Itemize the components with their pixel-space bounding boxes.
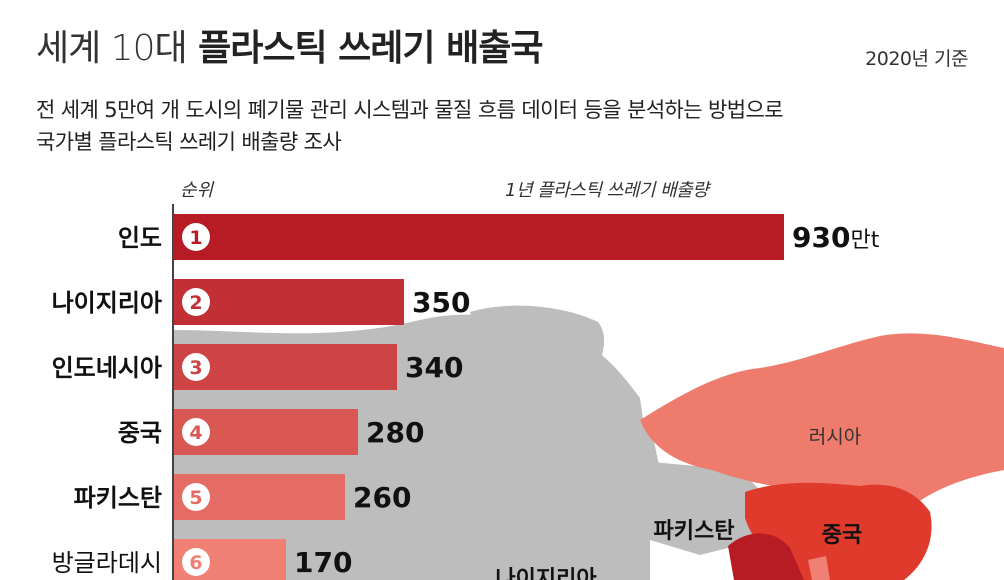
- value-label: 350: [412, 286, 470, 319]
- map-india: [728, 533, 804, 580]
- country-label: 인도: [118, 224, 162, 252]
- country-label: 나이지리아: [52, 289, 162, 317]
- subtitle-line-1: 전 세계 5만여 개 도시의 폐기물 관리 시스템과 물질 흐름 데이터 등을 …: [36, 98, 784, 122]
- value-label: 280: [366, 416, 424, 449]
- map-bangladesh: [808, 556, 830, 580]
- map-greenland: [470, 305, 605, 397]
- rank-number: 1: [189, 227, 202, 249]
- rank-number: 4: [189, 422, 202, 444]
- value-label: 260: [353, 481, 411, 514]
- country-label: 중국: [118, 419, 162, 447]
- country-label: 인도네시아: [52, 354, 162, 382]
- title-bold: 플라스틱 쓰레기 배출국: [198, 28, 543, 69]
- map-label-china: 중국: [822, 523, 862, 548]
- value-label: 340: [405, 351, 463, 384]
- rank-badge: [182, 483, 210, 511]
- map-russia: [640, 333, 1004, 508]
- unit-label: 만t: [850, 228, 879, 253]
- bar: [174, 214, 784, 260]
- rank-column-header: 순위: [180, 180, 214, 201]
- country-label: 방글라데시: [52, 549, 162, 577]
- value-column-header: 1년 플라스틱 쓰레기 배출량: [505, 180, 709, 201]
- subtitle: 전 세계 5만여 개 도시의 폐기물 관리 시스템과 물질 흐름 데이터 등을 …: [36, 94, 976, 158]
- rank-number: 5: [189, 487, 202, 509]
- title-light: 세계 10대: [36, 28, 188, 69]
- rank-badge: [182, 418, 210, 446]
- rank-badge: [182, 548, 210, 576]
- rank-badge: [182, 353, 210, 381]
- rank-number: 2: [189, 292, 202, 314]
- value-label: 170: [294, 546, 352, 579]
- value-label: 930만t: [792, 221, 880, 254]
- rank-number: 3: [189, 357, 202, 379]
- map-label-russia: 러시아: [809, 426, 861, 448]
- rank-badge: [182, 288, 210, 316]
- chart-axis-line: [172, 204, 174, 580]
- map-label-nigeria: 나이지리아: [495, 567, 597, 580]
- rank-badge: [182, 223, 210, 251]
- rank-number: 6: [189, 552, 202, 574]
- basis-note: 2020년 기준: [865, 48, 968, 70]
- country-label: 파키스탄: [74, 484, 162, 512]
- page-title: 세계 10대 플라스틱 쓰레기 배출국: [36, 26, 543, 72]
- map-central-asia: [630, 460, 770, 555]
- bar: [174, 344, 397, 390]
- bar: [174, 279, 404, 325]
- map-label-pakistan: 파키스탄: [654, 519, 735, 544]
- map-europe: [559, 419, 660, 504]
- subtitle-line-2: 국가별 플라스틱 쓰레기 배출량 조사: [36, 130, 342, 154]
